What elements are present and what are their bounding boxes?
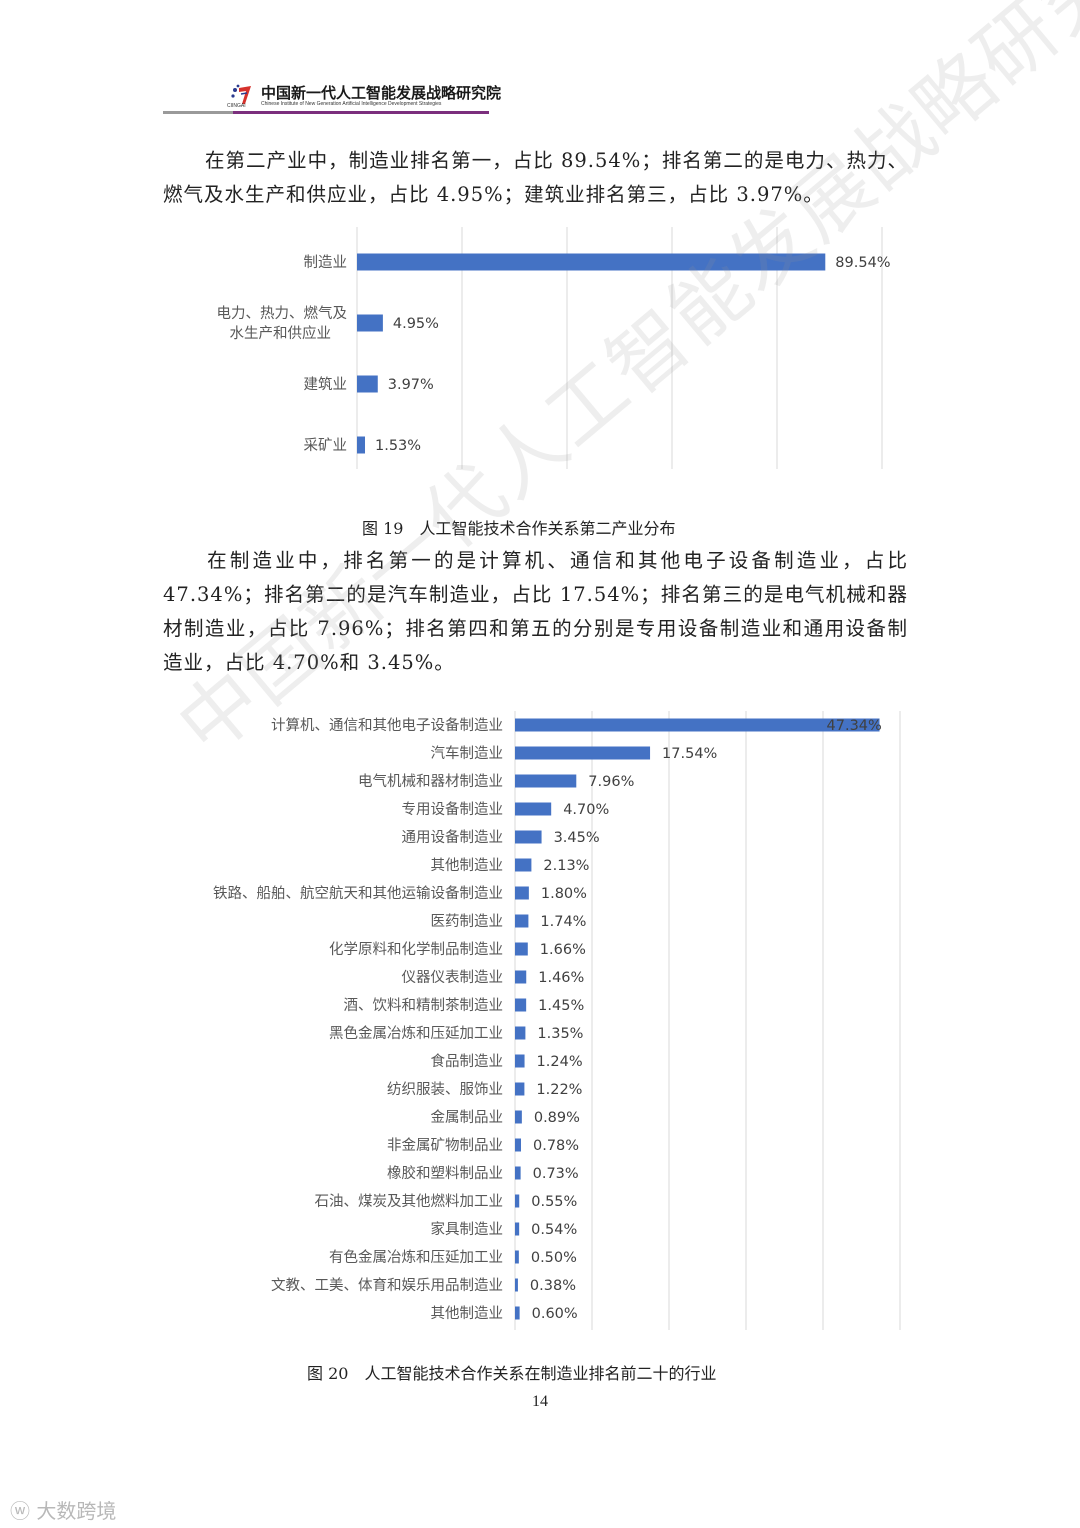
paragraph-text: 在第二产业中，制造业排名第一，占比 89.54%；排名第二的是电力、热力、燃气及…	[163, 149, 908, 206]
category-label: 有色金属冶炼和压延加工业	[329, 1249, 503, 1266]
data-label: 17.54%	[662, 746, 717, 762]
weibo-icon: ⓦ	[10, 1499, 37, 1523]
data-label: 3.97%	[388, 377, 434, 393]
logo-text: CIINGAI	[227, 103, 246, 109]
data-label: 1.46%	[538, 970, 584, 986]
bar	[515, 802, 552, 816]
category-label: 计算机、通信和其他电子设备制造业	[271, 717, 503, 734]
bar	[515, 774, 577, 788]
category-label: 其他制造业	[431, 857, 504, 874]
category-label: 黑色金属冶炼和压延加工业	[329, 1025, 503, 1042]
data-label: 4.70%	[563, 802, 609, 818]
data-label: 47.34%	[827, 718, 882, 734]
category-label: 非金属矿物制品业	[387, 1137, 503, 1154]
data-label: 1.53%	[375, 438, 421, 454]
institute-logo-icon	[231, 84, 251, 104]
data-label: 1.24%	[537, 1054, 583, 1070]
header-rule-accent	[163, 111, 233, 114]
data-label: 1.74%	[540, 914, 586, 930]
category-label: 采矿业	[304, 437, 348, 454]
category-label: 汽车制造业	[431, 745, 504, 762]
category-label: 电气机械和器材制造业	[358, 773, 503, 790]
paragraph-text: 在制造业中，排名第一的是计算机、通信和其他电子设备制造业，占比 47.34%；排…	[163, 549, 908, 674]
data-label: 0.78%	[533, 1138, 579, 1154]
category-label: 电力、热力、燃气及	[217, 304, 348, 322]
data-label: 0.38%	[530, 1278, 576, 1294]
data-label: 0.73%	[533, 1166, 579, 1182]
category-label: 纺织服装、服饰业	[387, 1081, 503, 1098]
bar	[515, 970, 527, 984]
bar	[515, 1138, 522, 1152]
category-label: 水生产和供应业	[230, 324, 332, 342]
bar	[515, 1306, 520, 1320]
category-label: 其他制造业	[431, 1305, 504, 1322]
bar	[515, 998, 527, 1012]
figure-19-caption: 图 19 人工智能技术合作关系第二产业分布	[362, 519, 676, 538]
data-label: 1.35%	[537, 1026, 583, 1042]
category-label: 建筑业	[304, 376, 348, 393]
bar	[515, 1250, 519, 1264]
category-label: 酒、饮料和精制茶制造业	[344, 997, 504, 1014]
bar	[515, 1054, 525, 1068]
data-label: 0.50%	[531, 1250, 577, 1266]
bar	[357, 375, 378, 393]
bar	[515, 914, 529, 928]
category-label: 文教、工美、体育和娱乐用品制造业	[271, 1277, 503, 1294]
data-label: 7.96%	[588, 774, 634, 790]
bar	[515, 1222, 520, 1236]
category-label: 仪器仪表制造业	[402, 969, 504, 986]
figure-20-caption: 图 20 人工智能技术合作关系在制造业排名前二十的行业	[307, 1364, 717, 1383]
footer-brand: ⓦ 大数跨境	[10, 1495, 116, 1524]
category-label: 医药制造业	[431, 913, 504, 930]
bar	[515, 1026, 526, 1040]
bar	[515, 886, 529, 900]
bar	[515, 746, 651, 760]
footer-brand-text: 大数跨境	[36, 1499, 117, 1523]
data-label: 1.66%	[540, 942, 586, 958]
data-label: 2.13%	[543, 858, 589, 874]
category-label: 制造业	[304, 254, 348, 271]
header-rule	[163, 111, 489, 114]
data-label: 4.95%	[393, 316, 439, 332]
category-label: 金属制品业	[431, 1109, 504, 1126]
category-label: 通用设备制造业	[402, 829, 504, 846]
category-label: 橡胶和塑料制品业	[387, 1165, 503, 1182]
data-label: 1.80%	[541, 886, 587, 902]
bar	[357, 253, 826, 271]
data-label: 0.60%	[532, 1306, 578, 1322]
category-label: 化学原料和化学制品制造业	[329, 941, 503, 958]
institute-name: 中国新一代人工智能发展战略研究院	[261, 84, 502, 102]
paragraph-manufacturing: 在制造业中，排名第一的是计算机、通信和其他电子设备制造业，占比 47.34%；排…	[163, 544, 908, 680]
bar	[515, 830, 542, 844]
bar	[357, 436, 366, 454]
data-label: 3.45%	[554, 830, 600, 846]
category-label: 家具制造业	[431, 1221, 504, 1238]
chart-manufacturing-top20: 47.34% 计算机、通信和其他电子设备制造业 17.54% 汽车制造业 7.96% 电气…	[213, 711, 901, 1330]
bar	[515, 1278, 518, 1292]
chart-secondary-industry: 89.54% 制造业 4.95% 电力、热力、燃气及水生产和供应业 3.97% 建筑业 1.…	[217, 227, 891, 469]
bar	[515, 1166, 521, 1180]
bar	[515, 858, 532, 872]
bar	[357, 314, 383, 332]
bar	[515, 1082, 525, 1096]
category-label: 食品制造业	[431, 1053, 504, 1070]
page-number: 14	[532, 1393, 548, 1410]
category-label: 石油、煤炭及其他燃料加工业	[315, 1192, 504, 1210]
data-label: 1.22%	[536, 1082, 582, 1098]
data-label: 1.45%	[538, 998, 584, 1014]
bar	[515, 718, 880, 732]
data-label: 89.54%	[835, 255, 890, 271]
bar	[515, 942, 528, 956]
institute-name-en: Chinese Institute of New Generation Arti…	[261, 101, 442, 107]
page-header: CIINGAI 中国新一代人工智能发展战略研究院 Chinese Institu…	[163, 78, 501, 116]
data-label: 0.54%	[531, 1222, 577, 1238]
bar	[515, 1110, 522, 1124]
category-label: 专用设备制造业	[402, 801, 504, 818]
paragraph-secondary-industry: 在第二产业中，制造业排名第一，占比 89.54%；排名第二的是电力、热力、燃气及…	[163, 144, 908, 212]
bar	[515, 1194, 520, 1208]
category-label: 铁路、船舶、航空航天和其他运输设备制造业	[213, 885, 503, 902]
data-label: 0.89%	[534, 1110, 580, 1126]
data-label: 0.55%	[531, 1194, 577, 1210]
